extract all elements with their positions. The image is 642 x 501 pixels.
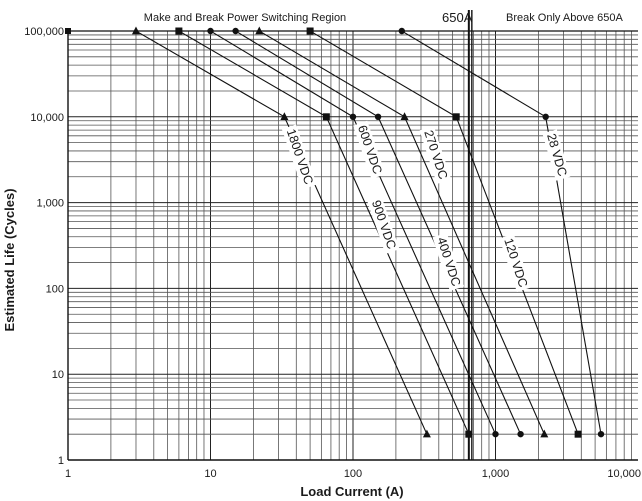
marker-4-1 [207,27,214,35]
marker-0-3 [597,430,605,438]
x-tick-label-10000: 10,000 [607,468,641,480]
marker-2-3 [540,429,549,438]
y-tick-label-1000: 1,000 [36,198,64,210]
x-axis-title: Load Current (A) [300,484,403,499]
limit-line-650a [467,10,473,460]
y-tick-label-1: 1 [58,455,64,467]
marker-5-2 [322,113,330,121]
series-label-bg-5 [432,232,465,292]
series-line-2 [68,30,545,435]
marker-3-3 [517,430,524,438]
series-label-bg-2 [419,125,452,185]
series-line-1 [68,30,579,435]
marker-3-2 [374,113,382,121]
series-label-bg-3 [542,129,571,181]
series-layer [65,26,605,438]
marker-4-2 [349,113,357,121]
y-axis-title: Estimated Life (Cycles) [2,188,17,331]
y-tick-label-100000: 100,000 [24,26,64,38]
y-tick-label-10000: 10,000 [30,112,64,124]
series-label-bg-6 [499,233,532,293]
series-label-28-vdc: 28 VDC [544,132,570,178]
series-line-6 [68,30,428,435]
limit-current-label: 650A [442,10,473,25]
start-marker-6 [65,28,71,34]
grid [67,31,638,461]
series-labels [281,120,571,293]
series-label-270-vdc: 270 VDC [421,128,450,181]
marker-6-3 [422,429,431,438]
x-tick-label-100: 100 [344,468,362,480]
marker-2-2 [400,112,409,120]
marker-1-2 [452,113,460,121]
marker-1-3 [574,430,582,438]
series-line-0 [68,30,602,435]
marker-6-1 [131,26,140,35]
x-tick-label-1000: 1,000 [482,468,510,480]
marker-2-1 [255,26,264,35]
marker-1-1 [306,27,314,35]
series-label-600-vdc: 600 VDC [355,123,385,176]
region-label-make-break: Make and Break Power Switching Region [144,12,346,24]
x-tick-label-10: 10 [204,468,216,480]
y-tick-label-10: 10 [52,369,64,381]
marker-6-2 [280,112,289,120]
series-label-bg-1 [353,120,386,179]
y-tick-label-100: 100 [46,283,64,295]
series-label-bg-0 [281,124,317,190]
marker-4-3 [492,430,499,438]
x-tick-label-1: 1 [65,468,71,480]
marker-5-1 [175,27,183,35]
marker-3-1 [232,27,239,35]
region-label-break-only: Break Only Above 650A [506,12,623,24]
series-line-5 [68,30,470,435]
marker-0-1 [398,27,405,35]
marker-0-2 [542,113,549,121]
series-label-bg-4 [367,195,400,254]
marker-5-3 [465,430,473,438]
